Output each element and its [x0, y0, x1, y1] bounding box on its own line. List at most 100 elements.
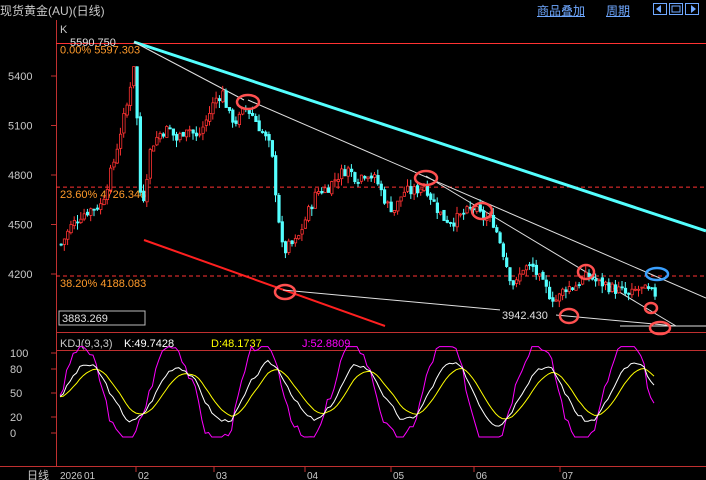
candle-body	[122, 113, 126, 134]
candle-body	[389, 201, 393, 213]
channel-lower-line	[143, 239, 386, 327]
candle-body	[132, 66, 136, 87]
zoom-button[interactable]	[669, 3, 683, 15]
scroll-left-button[interactable]	[653, 3, 667, 15]
highlight-ellipse	[576, 263, 596, 281]
candle-body	[551, 297, 555, 302]
candle-body	[511, 280, 515, 286]
candle-body	[66, 230, 70, 240]
candle-body	[604, 281, 608, 285]
candle-body	[366, 176, 370, 180]
candle-body	[508, 267, 512, 282]
cursor-price-box	[58, 310, 146, 326]
candle-body	[600, 277, 605, 287]
candle-body	[297, 235, 301, 240]
candle-body	[415, 185, 420, 194]
kdj-k-value: K:49.7428	[124, 338, 174, 350]
candle-body	[567, 286, 572, 292]
candle-body	[303, 219, 308, 229]
chart-frame	[0, 20, 706, 467]
candle-body	[495, 227, 499, 233]
candle-body	[181, 132, 185, 137]
candle-body	[373, 174, 377, 178]
kdj-tick-label: 100	[10, 348, 28, 360]
fibonacci-levels: 0.00% 5597.303 23.60% 4726.348 38.20% 4188…	[56, 42, 706, 290]
overlay-product-button[interactable]: 商品叠加	[537, 4, 586, 18]
candle-body	[247, 109, 251, 114]
candle-body	[399, 196, 403, 202]
top-toolbar: 现货黄金(AU)(日线) 商品叠加 周期	[0, 0, 706, 20]
candle-body	[637, 288, 641, 291]
kdj-tick-label: 0	[10, 428, 16, 440]
candle-body	[109, 167, 113, 191]
candle-body	[99, 203, 103, 210]
highlight-markers	[235, 93, 672, 336]
kdj-tick-label: 50	[10, 388, 22, 400]
candle-body	[125, 104, 129, 116]
candle-body	[491, 214, 496, 228]
chart-area[interactable]: K 5400 5100 4800 4500 4200 0.00% 5597.303 23.…	[0, 20, 706, 480]
candle-body	[145, 178, 149, 203]
candle-body	[326, 187, 331, 193]
candle-body	[419, 188, 423, 193]
chart-title: 现货黄金(AU)(日线)	[0, 4, 105, 18]
candle-body	[138, 116, 142, 193]
candle-body	[102, 198, 106, 205]
candle-body	[462, 212, 466, 215]
scroll-right-button[interactable]	[685, 3, 699, 15]
candle-body	[135, 66, 139, 119]
candle-body	[112, 161, 116, 168]
candle-body	[445, 219, 449, 223]
candle-body	[521, 269, 525, 275]
candle-body	[188, 129, 192, 132]
candle-body	[82, 213, 86, 220]
x-tick-label: 05	[393, 471, 405, 480]
candle-body	[221, 90, 225, 103]
candle-body	[330, 181, 334, 195]
candle-body	[620, 286, 624, 289]
x-tick-label: 02	[138, 471, 150, 480]
price-tick-label: 4500	[8, 220, 32, 232]
candle-body	[564, 289, 568, 292]
candle-body	[531, 263, 535, 267]
candle-body	[465, 206, 469, 214]
candle-body	[376, 175, 380, 185]
candle-body	[475, 206, 479, 212]
candle-body	[353, 172, 357, 183]
candle-body	[633, 288, 638, 291]
candle-body	[95, 207, 100, 210]
candle-body	[340, 168, 344, 180]
support-resistance-line	[247, 99, 706, 299]
candle-body	[610, 283, 614, 292]
price-tick-label: 5100	[8, 121, 32, 133]
candle-body	[442, 209, 446, 221]
candle-body	[201, 126, 205, 134]
candle-body	[515, 279, 519, 284]
x-tick-label: 06	[476, 471, 488, 480]
candle-body	[214, 97, 218, 104]
low-price-label: 3942.430	[502, 310, 548, 322]
candle-body	[184, 129, 189, 138]
kdj-legend: KDJ(9,3,3) K:49.7428 D:48.1737 J:52.8809	[60, 338, 350, 350]
candle-body	[224, 90, 228, 108]
candle-body	[458, 213, 463, 216]
candle-body	[607, 282, 611, 293]
period-button[interactable]: 周期	[606, 4, 631, 18]
candle-body	[650, 287, 654, 290]
candle-body	[386, 201, 390, 204]
highlight-ellipse	[648, 320, 672, 336]
candle-body	[151, 145, 156, 152]
x-tick-label: 01	[84, 471, 96, 480]
fib-label: 0.00% 5597.303	[60, 44, 140, 56]
candle-body	[541, 271, 545, 280]
candle-body	[653, 287, 657, 297]
arrow-right-icon	[691, 5, 696, 13]
candle-body	[86, 211, 90, 216]
candle-body	[231, 109, 235, 123]
candle-body	[204, 119, 208, 126]
kdj-tick-label: 20	[10, 412, 22, 424]
kdj-d-line	[59, 367, 655, 420]
low-label-bg	[500, 308, 556, 321]
kdj-tick-label: 80	[10, 364, 22, 376]
highlight-ellipse	[643, 301, 659, 315]
